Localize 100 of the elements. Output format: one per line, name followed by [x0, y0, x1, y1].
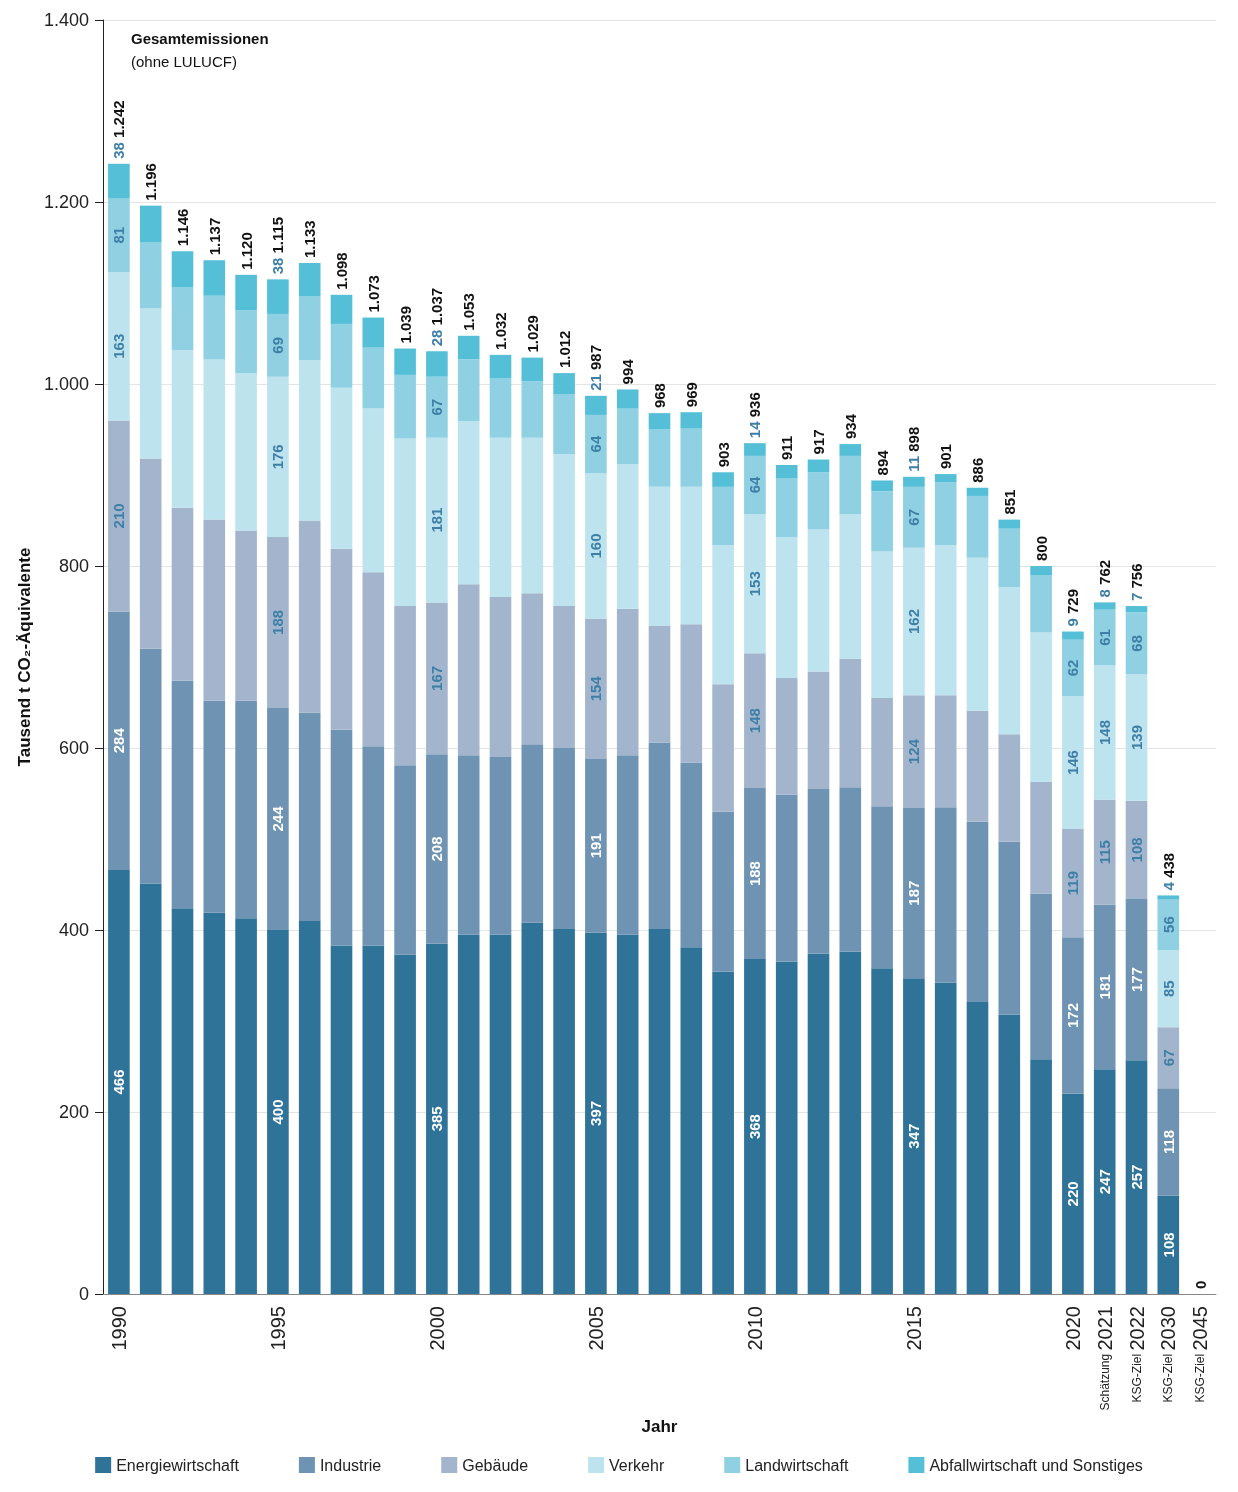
- bar: [521, 744, 544, 923]
- bar: [680, 486, 703, 625]
- bar: [998, 528, 1021, 587]
- legend-label: Energiewirtschaft: [116, 1456, 240, 1474]
- bar: [903, 978, 925, 1294]
- data-label: 139: [1128, 725, 1145, 751]
- data-label: 38: [269, 257, 287, 275]
- bar: [1093, 602, 1116, 610]
- bar: [648, 929, 671, 1294]
- data-label: 148: [1096, 720, 1114, 746]
- bar: [362, 408, 385, 573]
- x-tick-label: 2030: [1157, 1306, 1180, 1351]
- data-label: 67: [1159, 1049, 1177, 1067]
- bar: [1125, 899, 1148, 1061]
- bar: [267, 279, 289, 314]
- bar: [934, 807, 957, 983]
- total-label: 1.137: [205, 217, 223, 256]
- bar: [1093, 799, 1116, 905]
- bar: [616, 934, 639, 1294]
- data-label: 162: [905, 608, 923, 635]
- data-label: 385: [428, 1106, 446, 1132]
- bar: [648, 742, 671, 930]
- bar: [108, 272, 130, 421]
- bar: [267, 930, 289, 1294]
- bar: [235, 274, 257, 311]
- bar: [1093, 609, 1116, 666]
- bar: [108, 198, 130, 273]
- bar: [1030, 575, 1052, 633]
- y-tick-label: 600: [58, 738, 89, 758]
- bar: [871, 697, 893, 807]
- bar: [553, 606, 575, 748]
- bar: [585, 473, 607, 619]
- data-label: 61: [1096, 629, 1114, 646]
- data-label: 11: [905, 455, 923, 472]
- x-tick-label: 2015: [902, 1306, 925, 1351]
- bar: [426, 754, 448, 944]
- bar: [966, 557, 989, 711]
- text: KSG-Ziel: [1193, 1353, 1208, 1403]
- legend-label: Verkehr: [609, 1456, 665, 1474]
- x-tick-label: 1995: [266, 1306, 289, 1351]
- x-tick-label: 2005: [584, 1306, 607, 1351]
- y-tick-label: 400: [58, 920, 89, 940]
- bar: [998, 1014, 1021, 1294]
- bar: [1030, 893, 1052, 1060]
- total-label: 729: [1064, 588, 1082, 615]
- bar: [1157, 899, 1180, 951]
- bar: [839, 787, 862, 952]
- data-label: 64: [746, 476, 764, 494]
- bar: [966, 495, 989, 558]
- bar: [966, 821, 989, 1002]
- bar: [744, 514, 766, 654]
- total-label: 934: [841, 413, 859, 440]
- bar: [457, 335, 480, 360]
- bar: [1030, 566, 1052, 576]
- data-label: 67: [428, 398, 446, 416]
- bar: [744, 455, 766, 515]
- bar: [394, 765, 416, 955]
- bar: [712, 684, 734, 812]
- bar: [553, 454, 575, 607]
- bar: [998, 519, 1021, 529]
- total-label: 917: [810, 429, 827, 455]
- bar: [521, 922, 544, 1294]
- data-label: 257: [1128, 1164, 1145, 1190]
- bar: [298, 296, 321, 361]
- total-label: 886: [969, 457, 986, 483]
- bar: [298, 520, 321, 713]
- bar: [680, 762, 703, 948]
- data-label: 115: [1096, 840, 1114, 865]
- bar: [426, 351, 448, 377]
- bar: [235, 530, 257, 701]
- bar: [489, 378, 512, 438]
- data-label: 14: [746, 420, 764, 439]
- bar: [1093, 904, 1116, 1070]
- bar: [1062, 631, 1084, 640]
- bar: [839, 444, 862, 456]
- bar: [108, 611, 130, 870]
- bar: [871, 806, 893, 969]
- legend-label: Abfallwirtschaft und Sonstiges: [929, 1456, 1143, 1474]
- bar: [457, 934, 480, 1294]
- bar: [1093, 1069, 1116, 1294]
- bar: [966, 710, 989, 822]
- total-label: 1.053: [460, 293, 478, 331]
- data-label: 85: [1159, 980, 1177, 998]
- x-tick-label: 2000: [425, 1306, 448, 1351]
- bar: [775, 677, 798, 795]
- bar: [553, 373, 575, 395]
- data-label: 172: [1064, 1003, 1082, 1029]
- bar: [1062, 1093, 1084, 1294]
- bar: [362, 746, 385, 946]
- data-label: 160: [587, 533, 605, 559]
- y-tick-label: 1.000: [43, 374, 89, 394]
- bar: [1157, 950, 1180, 1028]
- bar: [521, 437, 544, 594]
- data-label: 397: [587, 1100, 605, 1126]
- bar: [267, 376, 289, 537]
- bar: [585, 414, 607, 474]
- bar: [1062, 639, 1084, 697]
- bar: [298, 920, 321, 1294]
- bar: [616, 408, 639, 465]
- bar: [457, 359, 480, 422]
